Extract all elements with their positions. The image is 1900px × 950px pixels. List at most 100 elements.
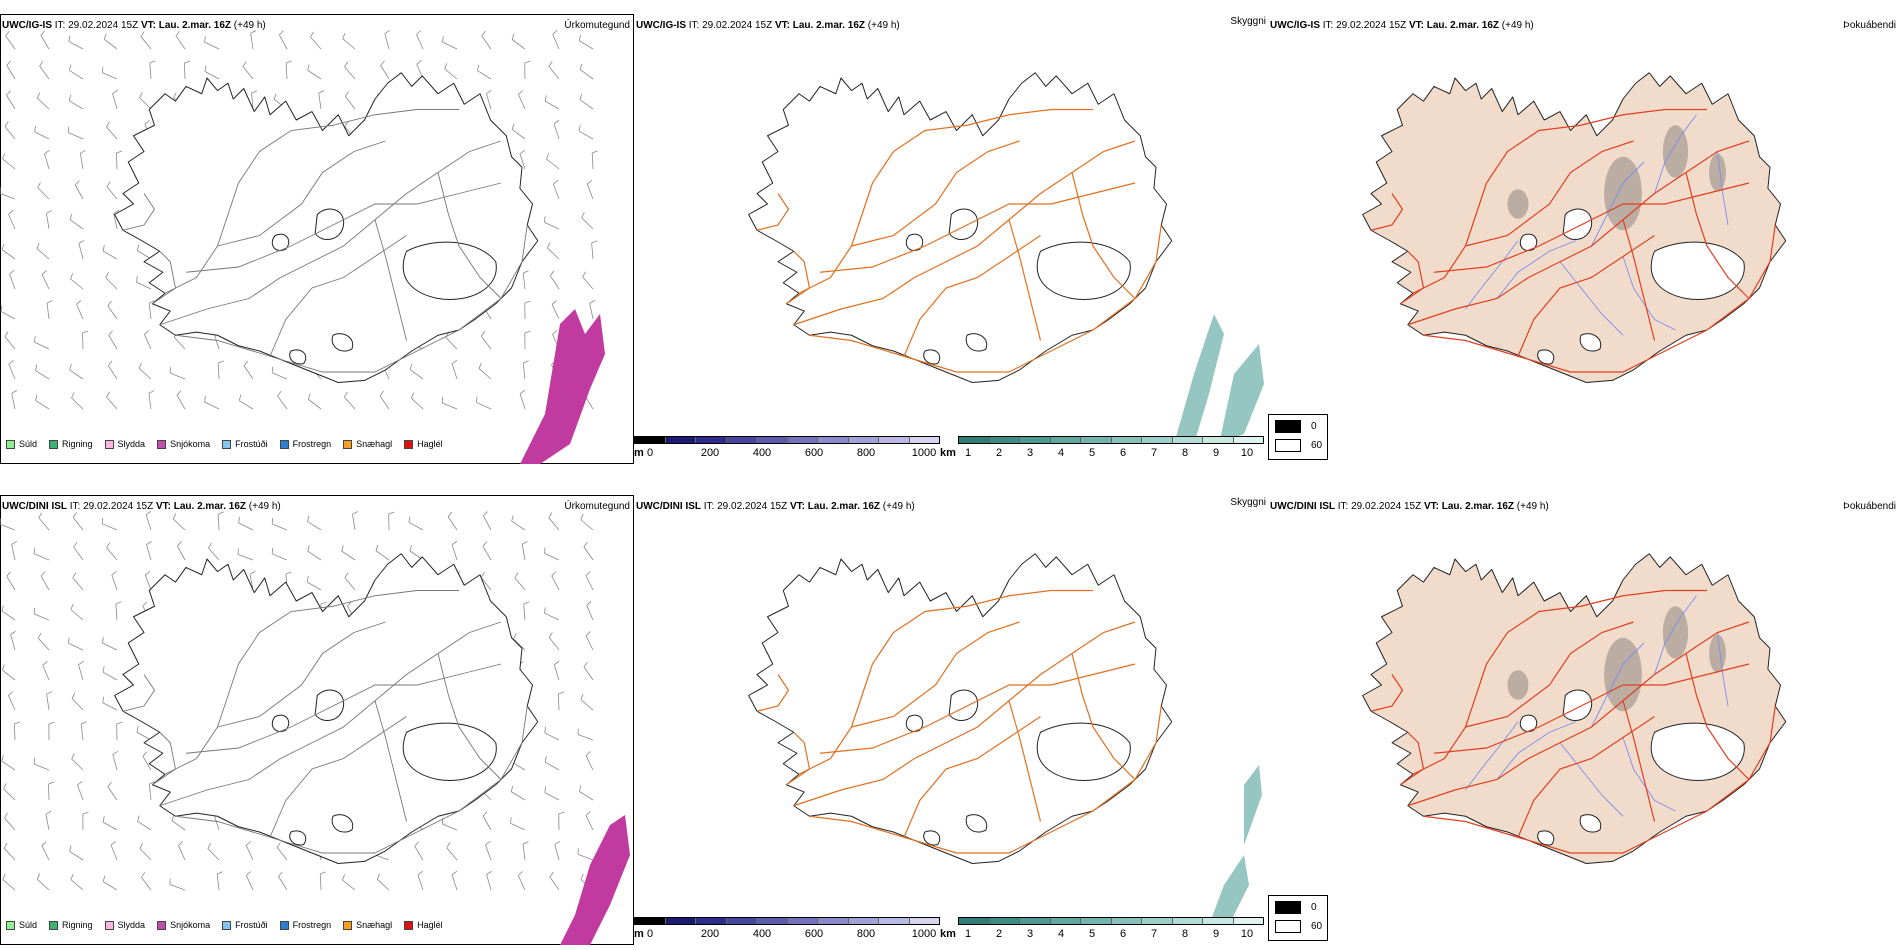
road-line (269, 235, 407, 357)
colorbar-tick: 600 (804, 447, 824, 459)
wind-barb-flag (136, 726, 139, 733)
colorbar-tick: 1000 (911, 928, 937, 940)
wind-barb (148, 393, 152, 410)
wind-barb (33, 763, 50, 771)
wind-barb (483, 515, 492, 531)
wind-barb (544, 553, 560, 561)
glacier-outline (1537, 830, 1555, 846)
wind-barb (548, 517, 560, 531)
road-line (152, 731, 176, 786)
wind-barb (553, 664, 560, 681)
wind-barb (102, 523, 118, 531)
valid-time-label: VT: (140, 20, 156, 31)
wind-barb-flag (37, 632, 42, 639)
wind-barb (519, 393, 526, 410)
wind-barb (78, 664, 84, 681)
wind-barb-flag (68, 637, 70, 644)
wind-barb-flag (511, 123, 515, 130)
wind-barb-flag (102, 696, 105, 703)
legend-item: Rigning (49, 439, 93, 449)
visibility-colorbar: km 1 2 3 4 5 6 7 8 9 10 (940, 436, 1264, 466)
wind-barb (485, 93, 492, 110)
road-line (185, 663, 502, 754)
wind-barb (69, 850, 84, 861)
wind-barb-flag (106, 181, 111, 187)
wind-barb (243, 365, 254, 380)
wind-barb (544, 792, 560, 801)
colorbar-strip (958, 917, 1264, 925)
iceland-map (1362, 72, 1787, 383)
wind-barb-flag (11, 540, 17, 545)
wind-barb (445, 337, 458, 350)
colorbar-tick: 4 (1057, 928, 1065, 940)
legend-swatch (6, 439, 15, 449)
wind-barb (13, 723, 16, 741)
glacier-outline (923, 830, 941, 846)
fog-indicator-panel: UWC/DINI ISL IT: 29.02.2024 15Z VT: Lau.… (1268, 495, 1900, 945)
fog-legend-label: 60 (1311, 440, 1323, 451)
wind-barb-flag (451, 540, 458, 546)
road-line (159, 621, 502, 807)
wind-barb (34, 341, 50, 350)
wind-barb (73, 546, 84, 561)
wind-barb (414, 846, 424, 861)
legend-item: Súld (6, 439, 37, 449)
wind-barb-flag (238, 516, 240, 524)
wind-barb-flag (523, 360, 529, 364)
wind-barb-flag (68, 35, 71, 42)
wind-barb (106, 547, 118, 561)
wind-barb (173, 518, 186, 531)
panel-title-fog: Þokuábendi (1843, 501, 1896, 512)
wind-barb-flag (145, 510, 152, 516)
wind-barb-flag (580, 513, 584, 520)
wind-barb-flag (278, 871, 283, 877)
visibility-map (748, 72, 1264, 444)
wind-barb-flag (480, 331, 486, 337)
wind-barb (523, 604, 526, 621)
wind-barb-flag (478, 362, 482, 369)
wind-barb-flag (580, 873, 584, 880)
legend-swatch (404, 439, 414, 449)
wind-barb (35, 400, 50, 410)
wind-barb (178, 845, 186, 861)
wind-barb (145, 514, 152, 531)
wind-barb-flag (4, 121, 9, 127)
wind-barb-flag (513, 633, 517, 640)
wind-barb-flag (483, 511, 488, 517)
road-line (756, 674, 790, 712)
wind-barb-flag (4, 812, 8, 819)
wind-barb (277, 395, 288, 410)
glacier-outline (948, 689, 979, 722)
lead-time: (+49 h) (248, 501, 281, 512)
wind-barb-flag (277, 390, 282, 397)
wind-barb-flag (285, 60, 292, 64)
wind-barb (272, 372, 288, 380)
iceland-map (748, 553, 1173, 864)
wind-barb (105, 277, 118, 290)
valid-time: Lau. 2.mar. 16Z (1441, 501, 1515, 512)
glacier-outline (271, 233, 290, 251)
wind-barb-flag (0, 305, 3, 312)
visibility-panel: UWC/DINI ISL IT: 29.02.2024 15Z VT: Lau.… (634, 495, 1268, 945)
wind-barb (585, 635, 594, 651)
wind-barb (519, 153, 526, 170)
legend-item: Frostregn (279, 439, 332, 449)
legend-label: Frostregn (292, 439, 332, 449)
road-line (374, 700, 407, 822)
road-line (175, 224, 528, 373)
wind-barb-flag (510, 817, 512, 824)
wind-barb-flag (102, 666, 105, 673)
wind-barb (544, 100, 560, 110)
wind-barb (585, 815, 594, 831)
legend-label: Frostregn (292, 920, 332, 930)
wind-barb-flag (144, 120, 150, 125)
wind-barb (177, 545, 186, 561)
precip-legend: Súld Rigning Slydda Snjókoma Frostúði Frostre… (6, 920, 443, 930)
wind-barb (442, 41, 458, 50)
wind-barb (72, 577, 84, 591)
wind-barb (476, 402, 492, 410)
wind-barb-flag (34, 125, 36, 132)
wind-barb-flag (139, 92, 143, 98)
wind-barb (11, 544, 16, 561)
wind-barb-flag (583, 661, 588, 668)
